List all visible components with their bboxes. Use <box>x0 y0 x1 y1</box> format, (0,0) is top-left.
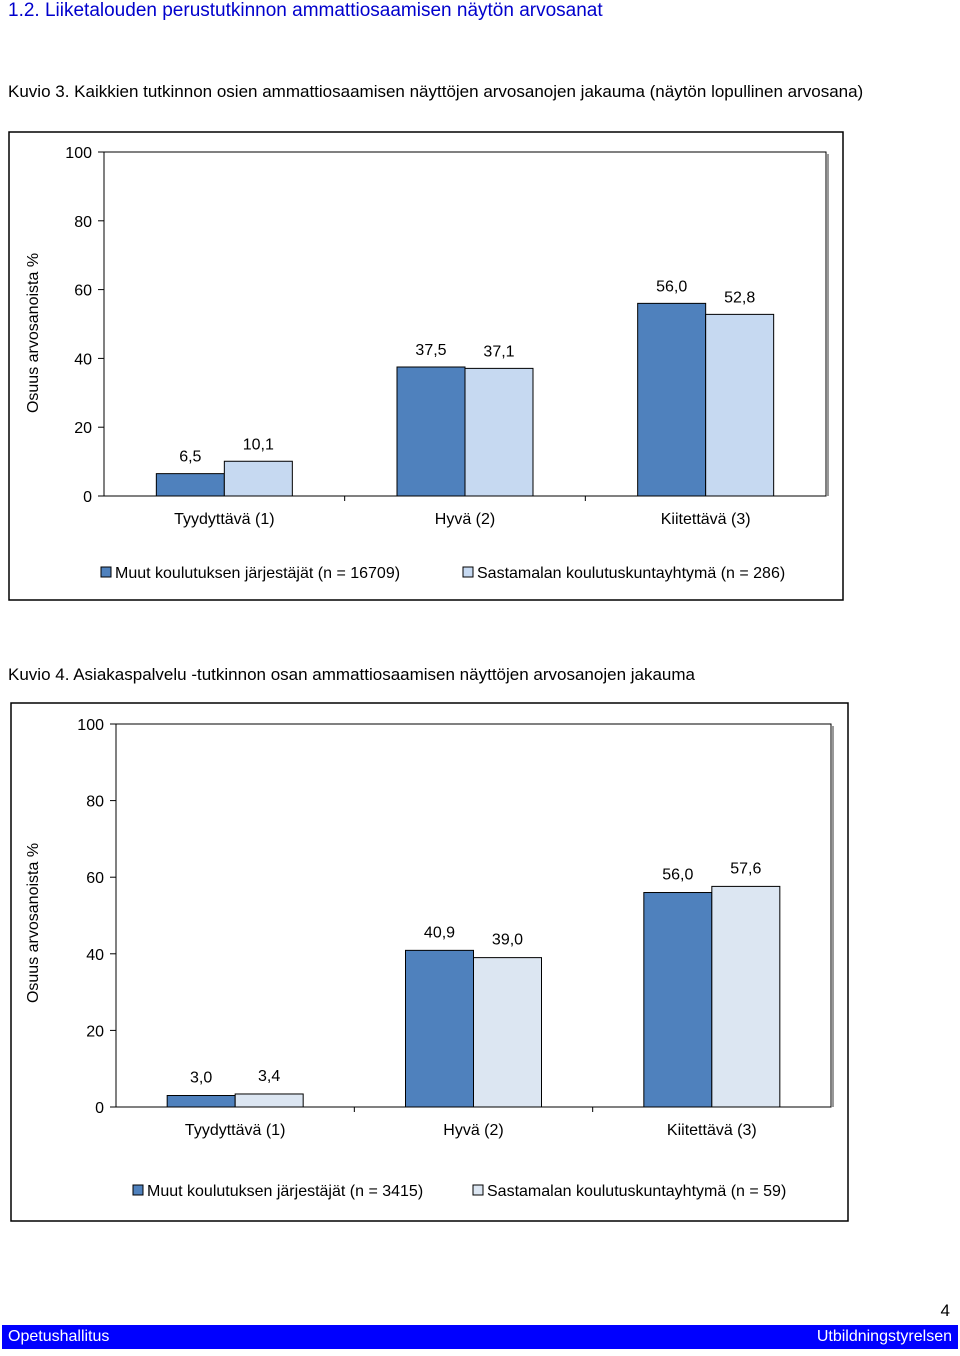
legend-label: Sastamalan koulutuskuntayhtymä (n = 59) <box>487 1183 786 1200</box>
footer-bar: Opetushallitus Utbildningstyrelsen <box>2 1325 958 1349</box>
x-tick-label: Kiitettävä (3) <box>661 511 751 528</box>
y-axis-title: Osuus arvosanoista % <box>25 253 42 413</box>
y-tick-label: 80 <box>86 794 104 811</box>
data-label: 37,5 <box>415 342 446 359</box>
bar <box>166 1095 236 1108</box>
bar <box>405 949 474 1108</box>
data-label: 6,5 <box>179 449 201 466</box>
legend-label: Sastamalan koulutuskuntayhtymä (n = 286) <box>477 565 785 582</box>
bar <box>643 892 713 1108</box>
y-tick-label: 20 <box>74 420 92 437</box>
data-label: 39,0 <box>492 932 523 949</box>
figure-1-caption: Kuvio 3. Kaikkien tutkinnon osien ammatt… <box>8 82 864 101</box>
legend-swatch <box>472 1184 484 1196</box>
bar <box>711 885 781 1108</box>
y-tick-label: 0 <box>95 1100 104 1117</box>
figure-2-caption: Kuvio 4. Asiakaspalvelu -tutkinnon osan … <box>8 665 696 684</box>
legend-swatch <box>462 566 474 578</box>
footer-right-text: Utbildningstyrelsen <box>816 1328 952 1345</box>
footer-left-text: Opetushallitus <box>8 1328 110 1345</box>
y-axis-title: Osuus arvosanoista % <box>25 843 42 1003</box>
chart-2: 0 20 40 60 80 100 Osuus arvosanoista % 3,0 3,4 Ty… <box>10 702 849 1222</box>
bar <box>464 367 534 497</box>
data-label: 3,0 <box>190 1070 212 1087</box>
y-tick-label: 60 <box>74 283 92 300</box>
bar <box>637 302 707 497</box>
chart-1: 0 20 40 60 80 100 Osuus arvosanoista % 6,5 10,1 T… <box>8 131 844 601</box>
page-number: 4 <box>940 1301 950 1320</box>
y-tick-label: 80 <box>74 214 92 231</box>
x-tick-label: Hyvä (2) <box>443 1122 503 1139</box>
data-label: 10,1 <box>243 436 274 453</box>
bar <box>234 1093 304 1108</box>
bar <box>223 460 293 497</box>
bar <box>473 957 542 1108</box>
x-tick-label: Hyvä (2) <box>435 511 495 528</box>
x-tick-label: Tyydyttävä (1) <box>185 1122 285 1139</box>
data-label: 56,0 <box>662 867 693 884</box>
y-tick-label: 0 <box>83 489 92 506</box>
data-label: 37,1 <box>483 343 514 360</box>
y-tick-label: 20 <box>86 1023 104 1040</box>
data-label: 52,8 <box>724 289 755 306</box>
data-label: 57,6 <box>730 860 761 877</box>
bar <box>396 366 466 497</box>
legend-label: Muut koulutuksen järjestäjät (n = 16709) <box>115 565 400 582</box>
y-tick-label: 40 <box>74 351 92 368</box>
y-tick-label: 100 <box>77 717 104 734</box>
data-label: 3,4 <box>258 1068 280 1085</box>
x-tick-label: Tyydyttävä (1) <box>174 511 274 528</box>
y-tick-label: 40 <box>86 947 104 964</box>
legend-swatch <box>132 1184 144 1196</box>
x-tick-label: Kiitettävä (3) <box>667 1122 757 1139</box>
section-title: 1.2. Liiketalouden perustutkinnon ammatt… <box>8 0 603 21</box>
legend-label: Muut koulutuksen järjestäjät (n = 3415) <box>147 1183 423 1200</box>
y-tick-label: 60 <box>86 870 104 887</box>
legend-swatch <box>100 566 112 578</box>
chart-frame <box>8 131 844 601</box>
bar <box>705 313 775 497</box>
data-label: 40,9 <box>424 924 455 941</box>
y-tick-label: 100 <box>65 145 92 162</box>
data-label: 56,0 <box>656 278 687 295</box>
chart-frame <box>10 702 849 1222</box>
